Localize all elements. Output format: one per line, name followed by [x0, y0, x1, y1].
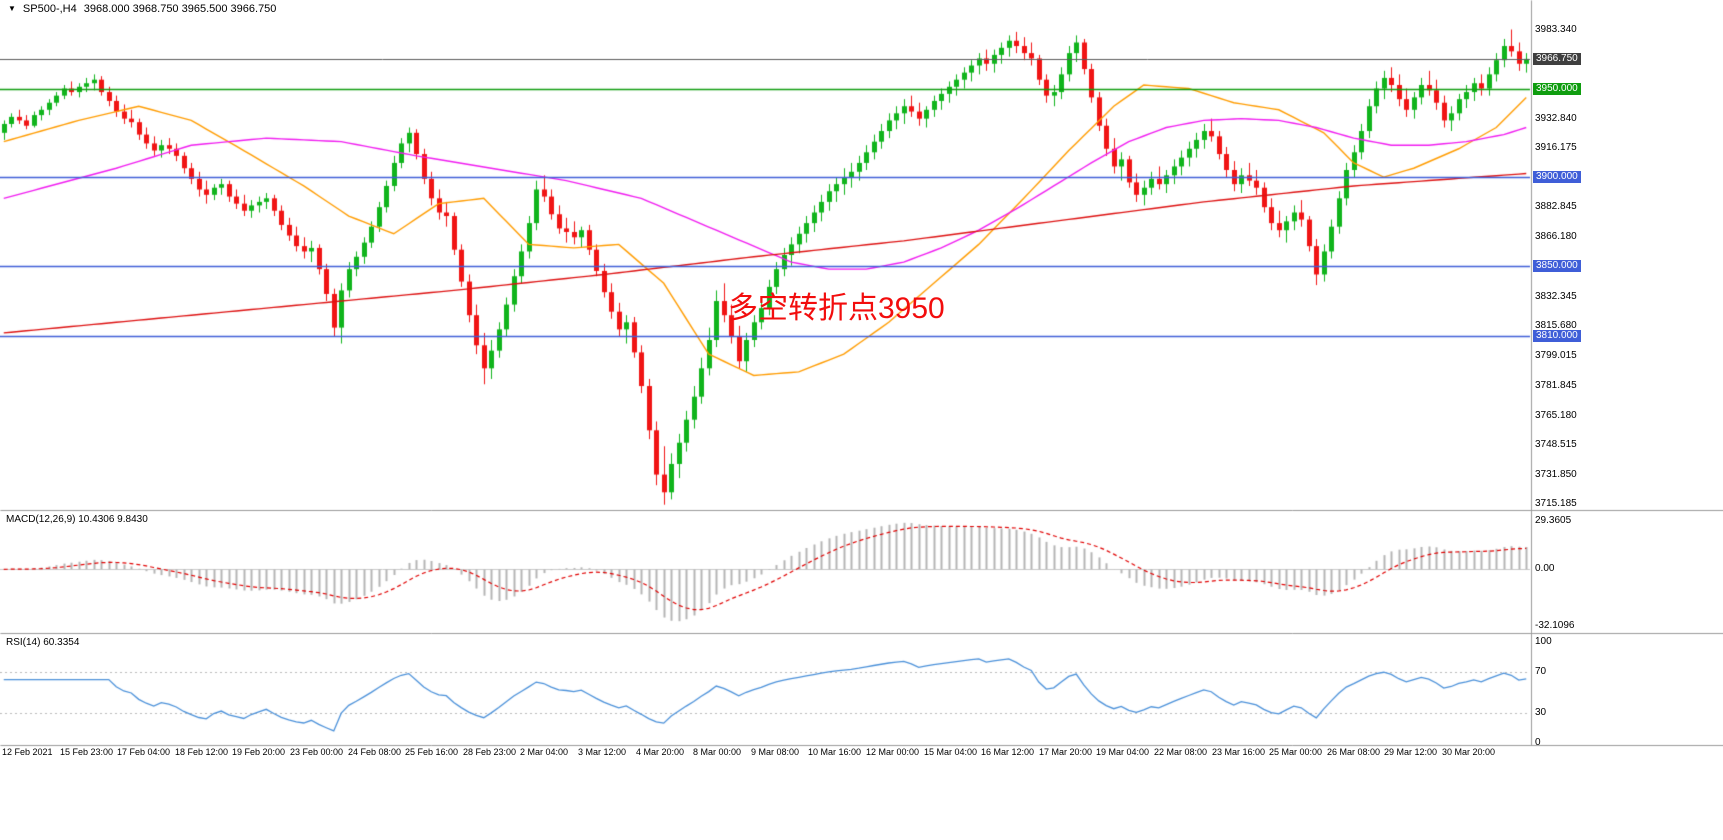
rsi-axis-label: 30 — [1535, 707, 1547, 718]
time-axis-label: 29 Mar 12:00 — [1384, 747, 1438, 757]
time-axis-label: 17 Mar 20:00 — [1039, 747, 1093, 757]
rsi-indicator-label: RSI(14) 60.3354 — [6, 637, 80, 648]
time-axis-label: 17 Feb 04:00 — [117, 747, 171, 757]
time-axis-label: 2 Mar 04:00 — [520, 747, 569, 757]
price-axis-label: 3932.840 — [1535, 113, 1577, 124]
level-price-label: 3850.000 — [1533, 260, 1581, 272]
current-price-label: 3966.750 — [1533, 53, 1581, 65]
level-price-label: 3900.000 — [1533, 171, 1581, 183]
time-axis-label: 24 Feb 08:00 — [348, 747, 402, 757]
price-axis-label: 3866.180 — [1535, 231, 1577, 242]
time-axis-label: 15 Feb 23:00 — [60, 747, 114, 757]
time-axis-label: 12 Feb 2021 — [2, 747, 53, 757]
time-axis-label: 25 Feb 16:00 — [405, 747, 459, 757]
price-axis-label: 3799.015 — [1535, 350, 1577, 361]
time-axis-label: 19 Mar 04:00 — [1096, 747, 1150, 757]
time-axis-label: 23 Mar 16:00 — [1212, 747, 1266, 757]
price-axis-label: 3983.340 — [1535, 24, 1577, 35]
rsi-axis-label: 0 — [1535, 737, 1541, 748]
price-axis-label: 3715.185 — [1535, 498, 1577, 509]
time-axis-label: 4 Mar 20:00 — [636, 747, 685, 757]
price-axis-label: 3781.845 — [1535, 380, 1577, 391]
time-axis-label: 22 Mar 08:00 — [1154, 747, 1208, 757]
time-axis-label: 9 Mar 08:00 — [751, 747, 800, 757]
price-axis-label: 3815.680 — [1535, 320, 1577, 331]
time-axis-label: 3 Mar 12:00 — [578, 747, 627, 757]
time-axis-label: 19 Feb 20:00 — [232, 747, 286, 757]
price-axis-label: 3832.345 — [1535, 291, 1577, 302]
price-axis-label: 3748.515 — [1535, 439, 1577, 450]
level-price-label: 3810.000 — [1533, 330, 1581, 342]
time-axis-label: 25 Mar 00:00 — [1269, 747, 1323, 757]
level-price-label: 3950.000 — [1533, 83, 1581, 95]
rsi-axis-label: 70 — [1535, 666, 1547, 677]
time-axis-label: 30 Mar 20:00 — [1442, 747, 1496, 757]
time-axis-label: 15 Mar 04:00 — [924, 747, 978, 757]
time-axis-label: 8 Mar 00:00 — [693, 747, 742, 757]
time-axis-label: 16 Mar 12:00 — [981, 747, 1035, 757]
time-axis-label: 26 Mar 08:00 — [1327, 747, 1381, 757]
macd-axis-label: 0.00 — [1535, 563, 1555, 574]
price-axis-label: 3916.175 — [1535, 142, 1577, 153]
rsi-axis-label: 100 — [1535, 636, 1552, 647]
price-axis-label: 3765.180 — [1535, 410, 1577, 421]
time-axis-label: 18 Feb 12:00 — [175, 747, 229, 757]
price-axis-label: 3731.850 — [1535, 469, 1577, 480]
time-axis-label: 28 Feb 23:00 — [463, 747, 517, 757]
symbol-period-label: SP500-,H4 — [22, 3, 77, 15]
macd-indicator-label: MACD(12,26,9) 10.4306 9.8430 — [6, 514, 148, 525]
time-axis-label: 10 Mar 16:00 — [808, 747, 862, 757]
ohlc-values: 3968.000 3968.750 3965.500 3966.750 — [83, 3, 277, 15]
chart-header: ▼ SP500-,H4 3968.000 3968.750 3965.500 3… — [8, 3, 276, 15]
macd-axis-label: 29.3605 — [1535, 515, 1572, 526]
time-axis-label: 12 Mar 00:00 — [866, 747, 920, 757]
chart-annotation-text: 多空转折点3950 — [728, 292, 945, 325]
macd-axis-label: -32.1096 — [1535, 620, 1575, 631]
time-axis-label: 23 Feb 00:00 — [290, 747, 344, 757]
price-axis-label: 3882.845 — [1535, 201, 1577, 212]
chart-expander-icon[interactable]: ▼ — [8, 4, 16, 13]
